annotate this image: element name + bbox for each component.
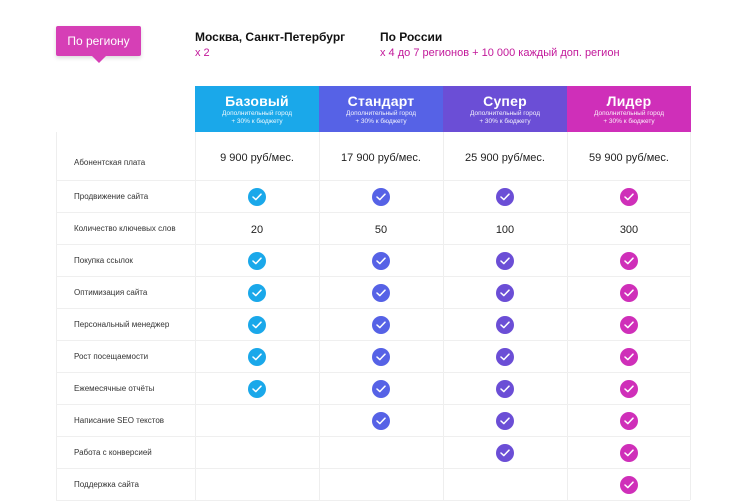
check-icon [372,412,390,430]
grid-vline [195,132,196,500]
table-row [56,277,690,309]
plan-name: Лидер [606,93,652,109]
plan-header-standard[interactable]: Стандарт Дополнительный город + 30% к бюдж… [319,86,443,132]
region-moscow-title: Москва, Санкт-Петербург [195,30,346,44]
feature-label: Оптимизация сайта [74,288,148,297]
feature-label: Абонентская плата [74,158,146,167]
region-toggle-button[interactable]: По региону [56,26,141,63]
grid-vline [443,132,444,500]
plan-note-line1: Дополнительный город [346,110,416,117]
table-row [56,373,690,405]
check-icon [372,380,390,398]
region-moscow: Москва, Санкт-Петербург x 2 [195,30,345,61]
grid-vline [56,132,57,500]
feature-value: 300 [619,224,639,236]
table-row [56,437,690,469]
feature-label: Покупка ссылок [74,256,133,265]
plan-note-line2: + 30% к бюджету [603,118,655,125]
table-row [56,132,690,181]
feature-value: 50 [374,224,388,236]
check-icon [248,316,266,334]
grid-vline [690,132,691,500]
feature-label: Рост посещаемости [74,352,149,361]
check-icon [372,348,390,366]
check-icon [620,252,638,270]
check-icon [372,316,390,334]
check-icon [496,316,514,334]
table-row [56,213,690,245]
feature-value: 59 900 руб/мес. [589,152,669,164]
check-icon [496,252,514,270]
check-icon [620,284,638,302]
feature-label: Продвижение сайта [74,192,149,201]
plan-header-basic[interactable]: Базовый Дополнительный город + 30% к бюдже… [195,86,319,132]
table-row [56,341,690,373]
table-row [56,469,690,501]
check-icon [372,252,390,270]
check-icon [372,188,390,206]
feature-label: Персональный менеджер [74,320,170,329]
region-russia-multiplier: x 4 до 7 регионов + 10 000 каждый доп. р… [380,47,620,59]
region-toggle-label: По региону [67,34,130,48]
feature-value: 9 900 руб/мес. [220,152,294,164]
check-icon [496,380,514,398]
check-icon [248,348,266,366]
check-icon [620,316,638,334]
plan-name: Стандарт [347,93,415,109]
check-icon [620,444,638,462]
plan-note-line1: Дополнительный город [470,110,540,117]
plan-header-leader[interactable]: Лидер Дополнительный город + 30% к бюджету [567,86,691,132]
check-icon [496,188,514,206]
grid-vline [319,132,320,500]
check-icon [620,188,638,206]
check-icon [248,188,266,206]
check-icon [496,444,514,462]
table-row [56,245,690,277]
feature-value: 25 900 руб/мес. [465,152,545,164]
feature-label: Поддержка сайта [74,480,139,489]
plan-note-line2: + 30% к бюджету [231,118,283,125]
plan-note-line1: Дополнительный город [222,110,292,117]
plan-note-line1: Дополнительный город [594,110,664,117]
check-icon [620,380,638,398]
check-icon [496,348,514,366]
plan-name: Базовый [225,93,289,109]
table-row [56,181,690,213]
plan-note-line2: + 30% к бюджету [355,118,407,125]
feature-label: Ежемесячные отчёты [74,384,155,393]
plan-note-line2: + 30% к бюджету [479,118,531,125]
plan-name: Супер [483,93,527,109]
check-icon [620,476,638,494]
check-icon [496,284,514,302]
check-icon [248,284,266,302]
table-row [56,405,690,437]
check-icon [248,380,266,398]
check-icon [248,252,266,270]
check-icon [372,284,390,302]
check-icon [620,412,638,430]
feature-label: Написание SEO текстов [74,416,165,425]
region-russia: По России x 4 до 7 регионов + 10 000 каж… [380,30,620,61]
table-row [56,309,690,341]
region-moscow-multiplier: x 2 [195,47,210,59]
feature-label: Количество ключевых слов [74,224,176,233]
feature-label: Работа с конверсией [74,448,152,457]
region-russia-title: По России [380,30,443,44]
feature-value: 20 [250,224,264,236]
plan-header-super[interactable]: Супер Дополнительный город + 30% к бюджету [443,86,567,132]
feature-value: 17 900 руб/мес. [341,152,421,164]
feature-value: 100 [495,224,515,236]
grid-vline [567,132,568,500]
check-icon [620,348,638,366]
check-icon [496,412,514,430]
